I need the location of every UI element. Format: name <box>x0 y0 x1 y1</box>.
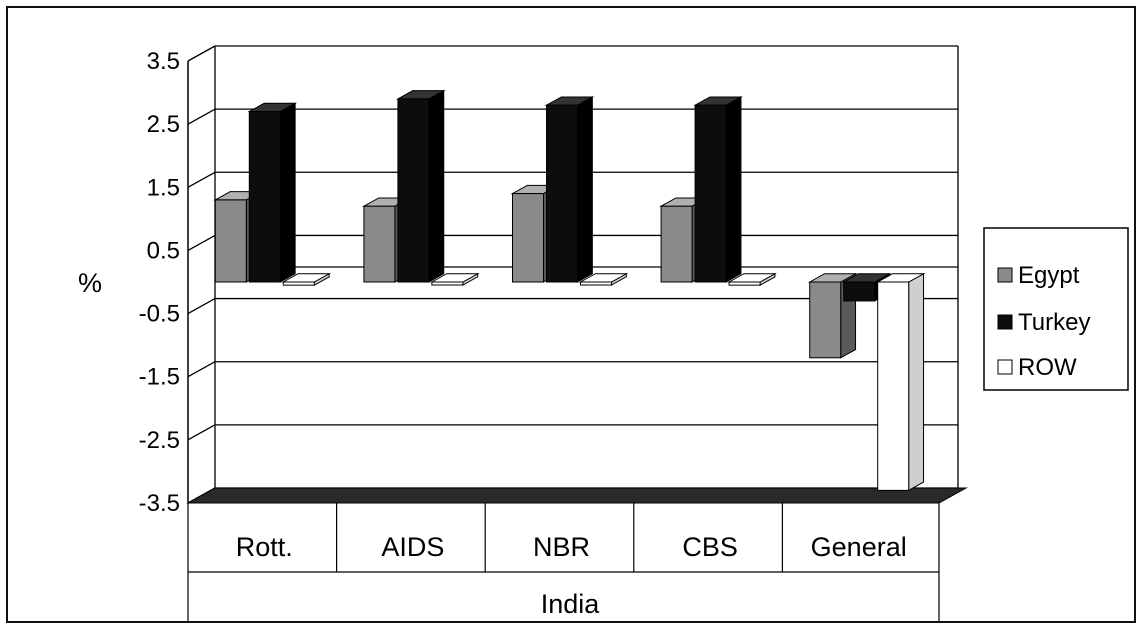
bar <box>281 272 332 287</box>
category-label: NBR <box>533 532 590 562</box>
legend-label-turkey: Turkey <box>1018 309 1090 336</box>
bar-front <box>397 98 430 283</box>
bar <box>429 272 480 286</box>
bar-front <box>282 281 315 286</box>
y-axis-title: % <box>78 268 102 298</box>
bar-front <box>546 104 578 283</box>
bar-side <box>725 96 742 283</box>
bar <box>693 96 743 283</box>
bar-side <box>908 272 925 492</box>
bar-front <box>512 193 544 283</box>
gridline-side <box>187 45 216 62</box>
axes: 3.5 2.5 1.5 0.5 -0.5 -1.5 -2.5 -3.5 Rott. AIDS NBR… <box>139 48 940 621</box>
category-label: Rott. <box>236 532 293 562</box>
gridline-side <box>187 424 216 441</box>
bar-chart: 3.5 2.5 1.5 0.5 -0.5 -1.5 -2.5 -3.5 Rott. AIDS NBR… <box>78 45 1129 621</box>
bar <box>807 272 858 359</box>
bar-front <box>728 281 761 286</box>
bar-front <box>877 281 910 491</box>
gridline-side <box>187 171 216 188</box>
bar-side <box>428 89 445 283</box>
bar <box>578 272 629 286</box>
bar <box>727 272 777 287</box>
y-tick-label: -1.5 <box>139 364 180 391</box>
legend-swatch-row <box>997 359 1013 375</box>
bar-front <box>214 199 247 283</box>
bar <box>544 96 595 283</box>
x-axis-title: India <box>541 589 601 619</box>
bar-front <box>580 281 612 286</box>
bar-front <box>431 281 464 286</box>
category-label: CBS <box>682 532 738 562</box>
y-tick-label: -2.5 <box>139 427 180 454</box>
y-tick-label: 3.5 <box>147 48 180 75</box>
bar-side <box>577 96 593 283</box>
gridline-side <box>187 298 216 315</box>
bar-front <box>363 205 396 283</box>
bar-front <box>660 205 693 283</box>
bar-front <box>809 281 842 359</box>
y-tick-label: 2.5 <box>147 111 180 138</box>
bar-side <box>279 102 296 283</box>
floor <box>186 487 968 504</box>
legend: Egypt Turkey ROW <box>983 227 1129 391</box>
gridline-side <box>187 108 216 125</box>
bar-front <box>248 111 281 283</box>
bar-front <box>843 281 876 302</box>
legend-swatch-turkey <box>997 314 1013 330</box>
gridline-side <box>187 361 216 378</box>
category-label: General <box>811 532 907 562</box>
bar <box>395 89 446 283</box>
gridline-side <box>187 234 216 251</box>
bar-front <box>694 104 727 283</box>
legend-label-egypt: Egypt <box>1018 262 1080 289</box>
bar <box>875 272 926 492</box>
y-tick-label: -0.5 <box>139 301 180 328</box>
chart-frame: 3.5 2.5 1.5 0.5 -0.5 -1.5 -2.5 -3.5 Rott. AIDS NBR… <box>6 6 1136 623</box>
bar <box>247 102 298 283</box>
category-label: AIDS <box>381 532 444 562</box>
y-tick-label: 0.5 <box>147 237 180 264</box>
y-tick-label: -3.5 <box>139 490 180 517</box>
legend-swatch-egypt <box>997 267 1013 283</box>
y-tick-label: 1.5 <box>147 174 180 201</box>
legend-label-row: ROW <box>1018 354 1077 381</box>
bars <box>213 89 926 492</box>
